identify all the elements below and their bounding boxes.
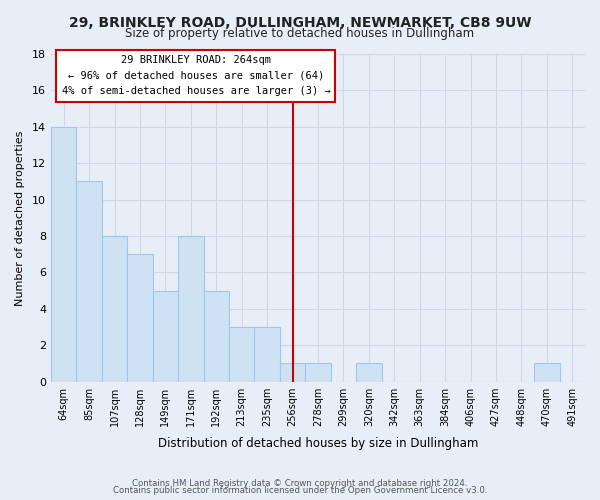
- Bar: [152, 290, 178, 382]
- Bar: [280, 364, 305, 382]
- Bar: [534, 364, 560, 382]
- Bar: [51, 127, 76, 382]
- Text: 29 BRINKLEY ROAD: 264sqm
← 96% of detached houses are smaller (64)
4% of semi-de: 29 BRINKLEY ROAD: 264sqm ← 96% of detach…: [62, 55, 330, 96]
- Bar: [254, 327, 280, 382]
- Bar: [305, 364, 331, 382]
- Bar: [102, 236, 127, 382]
- Y-axis label: Number of detached properties: Number of detached properties: [15, 130, 25, 306]
- Text: 29, BRINKLEY ROAD, DULLINGHAM, NEWMARKET, CB8 9UW: 29, BRINKLEY ROAD, DULLINGHAM, NEWMARKET…: [69, 16, 531, 30]
- Text: Size of property relative to detached houses in Dullingham: Size of property relative to detached ho…: [125, 27, 475, 40]
- Bar: [178, 236, 203, 382]
- Text: Contains public sector information licensed under the Open Government Licence v3: Contains public sector information licen…: [113, 486, 487, 495]
- X-axis label: Distribution of detached houses by size in Dullingham: Distribution of detached houses by size …: [158, 437, 478, 450]
- Bar: [356, 364, 382, 382]
- Bar: [127, 254, 152, 382]
- Text: Contains HM Land Registry data © Crown copyright and database right 2024.: Contains HM Land Registry data © Crown c…: [132, 478, 468, 488]
- Bar: [229, 327, 254, 382]
- Bar: [76, 182, 102, 382]
- Bar: [203, 290, 229, 382]
